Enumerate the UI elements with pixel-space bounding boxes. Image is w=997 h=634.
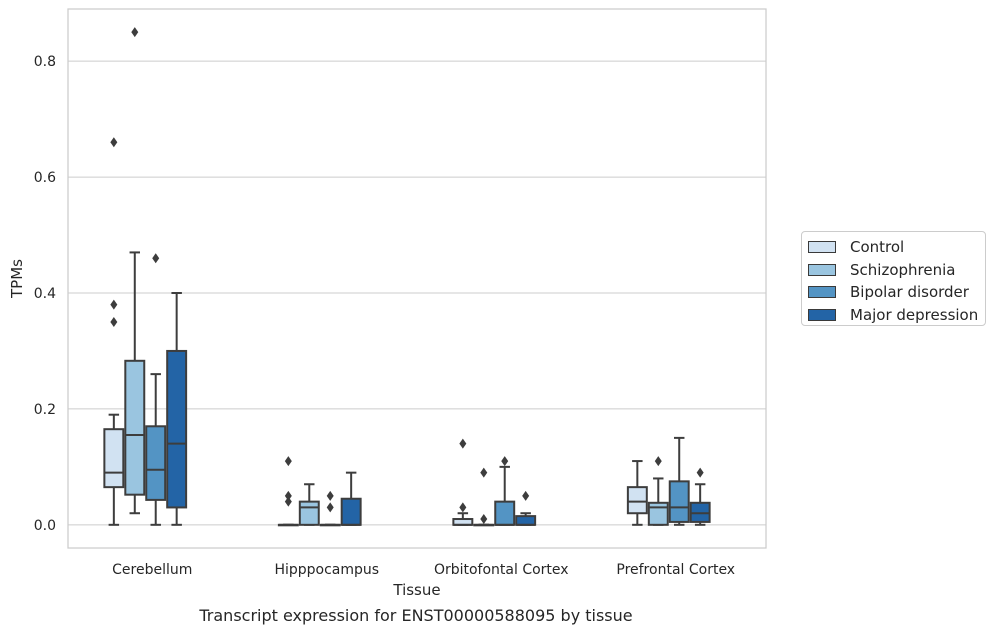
box-schizophrenia <box>647 456 669 526</box>
legend-item: Major depression <box>808 304 979 327</box>
box-iqr <box>145 425 167 501</box>
box-control <box>626 460 648 526</box>
box-control <box>277 456 299 527</box>
box-iqr <box>647 501 669 526</box>
outlier-point <box>501 456 509 467</box>
outlier-point <box>326 490 334 501</box>
y-tick-label: 0.4 <box>34 286 56 302</box>
legend-label: Control <box>850 238 905 257</box>
box-control <box>452 438 474 526</box>
box-bipolar-disorder <box>319 490 341 527</box>
y-axis-ticks: 0.0 0.2 0.4 0.6 0.8 <box>34 54 56 534</box>
outlier-point <box>459 502 467 513</box>
outlier-point <box>152 253 160 264</box>
box-iqr <box>515 515 537 526</box>
outlier-point <box>522 490 530 501</box>
box-bipolar-disorder <box>494 456 516 526</box>
box-schizophrenia <box>298 483 320 526</box>
chart-caption: Transcript expression for ENST0000058809… <box>199 606 633 625</box>
x-tick-label: Prefrontal Cortex <box>616 562 735 578</box>
box-iqr <box>298 500 320 526</box>
legend-swatch <box>808 286 836 299</box>
box-major-depression <box>166 291 188 526</box>
y-tick-label: 0.6 <box>34 170 56 186</box>
x-axis-label: Tissue <box>392 581 440 599</box>
outlier-point <box>654 456 662 467</box>
box-iqr <box>340 497 362 526</box>
legend-item: Bipolar disorder <box>808 281 979 304</box>
boxes <box>103 27 711 527</box>
box-iqr <box>494 500 516 526</box>
legend-item: Control <box>808 236 979 259</box>
legend-label: Schizophrenia <box>850 260 956 279</box>
box-iqr <box>626 486 648 515</box>
legend-label: Major depression <box>850 305 979 324</box>
outlier-point <box>110 299 118 310</box>
legend-swatch <box>808 263 836 276</box>
legend-swatch <box>808 241 836 254</box>
outlier-point <box>284 456 292 467</box>
box-iqr <box>668 480 690 523</box>
box-schizophrenia <box>124 27 146 515</box>
outlier-point <box>284 496 292 507</box>
legend-swatch <box>808 308 836 321</box>
box-iqr <box>166 349 188 509</box>
x-axis-ticks: Cerebellum Hipppocampus Orbitofontal Corte… <box>112 562 735 578</box>
plot-frame <box>67 8 767 549</box>
legend-item: Schizophrenia <box>808 259 979 282</box>
y-axis-label: TPMs <box>8 259 26 299</box>
legend: Control Schizophrenia Bipolar disorder Majo… <box>801 231 986 326</box>
x-tick-label: Orbitofontal Cortex <box>434 562 569 578</box>
box-iqr <box>103 428 125 489</box>
outlier-point <box>284 490 292 501</box>
outlier-point <box>459 438 467 449</box>
box-major-depression <box>689 467 711 526</box>
x-tick-label: Cerebellum <box>112 562 192 578</box>
y-tick-label: 0.2 <box>34 402 56 418</box>
box-schizophrenia <box>473 467 495 527</box>
box-bipolar-disorder <box>145 253 167 526</box>
outlier-point <box>480 514 488 525</box>
box-major-depression <box>515 490 537 526</box>
outlier-point <box>110 137 118 148</box>
box-iqr <box>124 359 146 496</box>
outlier-point <box>110 316 118 327</box>
box-control <box>103 137 125 526</box>
outlier-point <box>480 467 488 478</box>
x-tick-label: Hipppocampus <box>274 562 379 578</box>
outlier-point <box>696 467 704 478</box>
outlier-point <box>131 27 139 38</box>
outlier-point <box>326 502 334 513</box>
box-bipolar-disorder <box>668 436 690 526</box>
legend-label: Bipolar disorder <box>850 283 969 302</box>
box-major-depression <box>340 471 362 526</box>
y-tick-label: 0.8 <box>34 54 56 70</box>
y-tick-label: 0.0 <box>34 518 56 534</box>
